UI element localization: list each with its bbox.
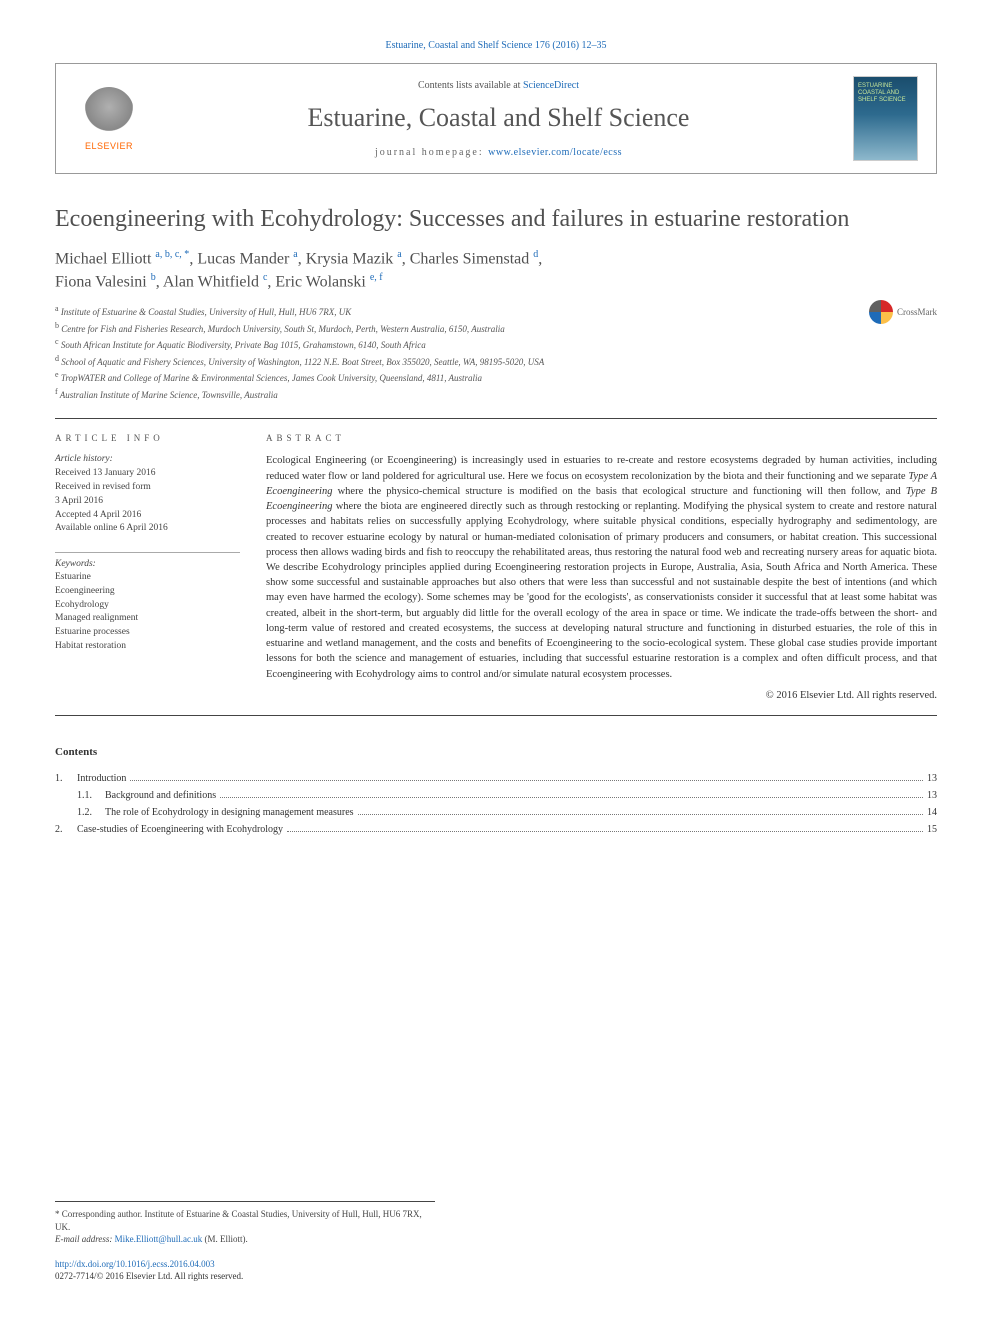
history-received: Received 13 January 2016 xyxy=(55,467,240,481)
affil-b: Centre for Fish and Fisheries Research, … xyxy=(61,324,504,334)
issn-copyright: 0272-7714/© 2016 Elsevier Ltd. All right… xyxy=(55,1271,243,1281)
abstract-text: Ecological Engineering (or Ecoengineerin… xyxy=(266,453,937,681)
crossmark-icon xyxy=(869,300,893,324)
toc-subnum: 1.1. xyxy=(55,787,105,804)
corresp-text: Corresponding author. Institute of Estua… xyxy=(55,1209,422,1232)
history-label: Article history: xyxy=(55,453,240,467)
history-revised-1: Received in revised form xyxy=(55,481,240,495)
keyword: Habitat restoration xyxy=(55,640,240,654)
affil-d: School of Aquatic and Fishery Sciences, … xyxy=(61,357,544,367)
toc-title: The role of Ecohydrology in designing ma… xyxy=(105,804,354,821)
toc-row[interactable]: 2. Case-studies of Ecoengineering with E… xyxy=(55,821,937,838)
toc-subnum: 1.2. xyxy=(55,804,105,821)
author-1-aff[interactable]: a, b, c, * xyxy=(155,249,189,260)
affiliations: a Institute of Estuarine & Coastal Studi… xyxy=(55,303,937,402)
page-footer: * Corresponding author. Institute of Est… xyxy=(55,1201,937,1283)
toc-page: 13 xyxy=(927,770,937,787)
toc-list: 1. Introduction 13 1.1. Background and d… xyxy=(55,770,937,838)
crossmark-badge[interactable]: CrossMark xyxy=(869,300,937,324)
corresp-star: * xyxy=(55,1209,62,1219)
email-suffix: (M. Elliott). xyxy=(202,1234,248,1244)
contents-available: Contents lists available at ScienceDirec… xyxy=(144,80,853,91)
contents-heading: Contents xyxy=(55,746,937,758)
journal-title: Estuarine, Coastal and Shelf Science xyxy=(144,103,853,133)
abstract-heading: ABSTRACT xyxy=(266,433,937,443)
author-2: , Lucas Mander xyxy=(189,250,293,267)
history-online: Available online 6 April 2016 xyxy=(55,522,240,536)
keyword: Estuarine xyxy=(55,571,240,585)
divider-bottom xyxy=(55,715,937,716)
doi-block: http://dx.doi.org/10.1016/j.ecss.2016.04… xyxy=(55,1258,937,1283)
info-abstract-row: ARTICLE INFO Article history: Received 1… xyxy=(55,433,937,700)
journal-reference[interactable]: Estuarine, Coastal and Shelf Science 176… xyxy=(55,40,937,51)
author-1: Michael Elliott xyxy=(55,250,155,267)
toc-title: Introduction xyxy=(77,770,126,787)
corresp-email-link[interactable]: Mike.Elliott@hull.ac.uk xyxy=(115,1234,203,1244)
sciencedirect-link[interactable]: ScienceDirect xyxy=(523,80,579,91)
toc-num: 2. xyxy=(55,821,77,838)
toc-row[interactable]: 1. Introduction 13 xyxy=(55,770,937,787)
abstract-p1c: where the biota are engineered directly … xyxy=(266,501,937,679)
keywords-list: Estuarine Ecoengineering Ecohydrology Ma… xyxy=(55,571,240,654)
cover-text: ESTUARINE COASTAL AND SHELF SCIENCE xyxy=(858,83,917,105)
affil-c: South African Institute for Aquatic Biod… xyxy=(61,340,426,350)
crossmark-label: CrossMark xyxy=(897,307,937,317)
keyword: Estuarine processes xyxy=(55,626,240,640)
affil-f: Australian Institute of Marine Science, … xyxy=(60,390,278,400)
corresponding-author: * Corresponding author. Institute of Est… xyxy=(55,1201,435,1246)
history-accepted: Accepted 4 April 2016 xyxy=(55,509,240,523)
divider-top xyxy=(55,418,937,419)
elsevier-logo[interactable]: ELSEVIER xyxy=(74,79,144,159)
keyword: Managed realignment xyxy=(55,612,240,626)
abstract-copyright: © 2016 Elsevier Ltd. All rights reserved… xyxy=(266,690,937,701)
history-revised-2: 3 April 2016 xyxy=(55,495,240,509)
toc-title: Case-studies of Ecoengineering with Ecoh… xyxy=(77,821,283,838)
elsevier-tree-icon xyxy=(84,87,134,137)
toc-title: Background and definitions xyxy=(105,787,216,804)
toc-dots xyxy=(358,814,923,815)
article-title: Ecoengineering with Ecohydrology: Succes… xyxy=(55,204,937,234)
toc-num: 1. xyxy=(55,770,77,787)
keywords-label: Keywords: xyxy=(55,552,240,569)
toc-dots xyxy=(130,780,923,781)
header-center: Contents lists available at ScienceDirec… xyxy=(144,80,853,158)
journal-ref-link[interactable]: Estuarine, Coastal and Shelf Science 176… xyxy=(385,40,606,51)
keyword: Ecoengineering xyxy=(55,585,240,599)
doi-link[interactable]: http://dx.doi.org/10.1016/j.ecss.2016.04… xyxy=(55,1259,215,1269)
abstract-col: ABSTRACT Ecological Engineering (or Ecoe… xyxy=(266,433,937,700)
toc-page: 14 xyxy=(927,804,937,821)
toc-page: 15 xyxy=(927,821,937,838)
journal-cover-thumbnail[interactable]: ESTUARINE COASTAL AND SHELF SCIENCE xyxy=(853,76,918,161)
abstract-p1b: where the physico-chemical structure is … xyxy=(332,486,905,497)
journal-homepage: journal homepage: www.elsevier.com/locat… xyxy=(144,147,853,158)
affil-e: TropWATER and College of Marine & Enviro… xyxy=(61,373,482,383)
toc-dots xyxy=(287,831,923,832)
affil-a: Institute of Estuarine & Coastal Studies… xyxy=(61,307,352,317)
elsevier-label: ELSEVIER xyxy=(85,141,133,151)
author-5: Fiona Valesini xyxy=(55,273,151,290)
contents-section: Contents 1. Introduction 13 1.1. Backgro… xyxy=(55,746,937,838)
journal-header: ELSEVIER Contents lists available at Sci… xyxy=(55,63,937,174)
author-6: , Alan Whitfield xyxy=(156,273,263,290)
email-label: E-mail address: xyxy=(55,1234,115,1244)
keyword: Ecohydrology xyxy=(55,599,240,613)
author-7: , Eric Wolanski xyxy=(267,273,369,290)
article-info-heading: ARTICLE INFO xyxy=(55,433,240,443)
author-4-aff[interactable]: d xyxy=(533,249,538,260)
article-info-col: ARTICLE INFO Article history: Received 1… xyxy=(55,433,240,700)
toc-page: 13 xyxy=(927,787,937,804)
contents-prefix: Contents lists available at xyxy=(418,80,523,91)
toc-row[interactable]: 1.2. The role of Ecohydrology in designi… xyxy=(55,804,937,821)
author-7-aff[interactable]: e, f xyxy=(370,272,383,283)
author-list: Michael Elliott a, b, c, *, Lucas Mander… xyxy=(55,248,937,293)
toc-dots xyxy=(220,797,923,798)
author-4: , Charles Simenstad xyxy=(402,250,534,267)
toc-row[interactable]: 1.1. Background and definitions 13 xyxy=(55,787,937,804)
homepage-link[interactable]: www.elsevier.com/locate/ecss xyxy=(488,147,622,158)
author-3: , Krysia Mazik xyxy=(298,250,398,267)
article-history: Article history: Received 13 January 201… xyxy=(55,453,240,536)
homepage-prefix: journal homepage: xyxy=(375,147,488,158)
abstract-p1a: Ecological Engineering (or Ecoengineerin… xyxy=(266,455,937,481)
